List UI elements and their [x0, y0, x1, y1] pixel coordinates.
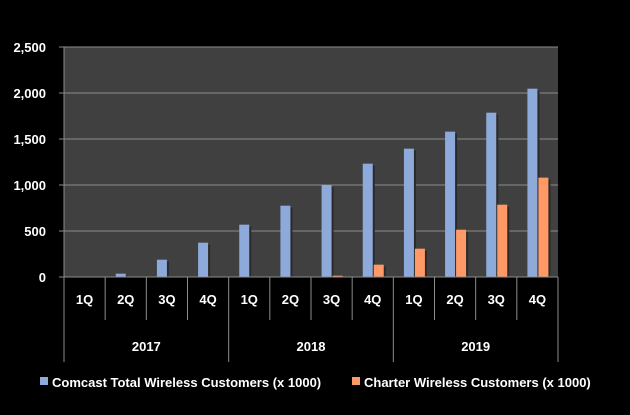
x-tick-label: 1Q: [76, 292, 93, 307]
y-tick-label: 1,000: [13, 178, 46, 193]
x-tick-label: 3Q: [488, 292, 505, 307]
bar-comcast: [527, 88, 538, 278]
x-tick-label: 4Q: [199, 292, 216, 307]
x-tick-label: 3Q: [323, 292, 340, 307]
bar-comcast: [115, 273, 126, 277]
bar-comcast: [445, 131, 456, 277]
bar-comcast: [362, 163, 373, 277]
x-tick-label: 4Q: [364, 292, 381, 307]
y-tick-label: 2,500: [13, 40, 46, 55]
y-tick-label: 1,500: [13, 132, 46, 147]
y-tick-label: 0: [39, 270, 46, 285]
x-tick-label: 2Q: [117, 292, 134, 307]
x-tick-label: 2Q: [446, 292, 463, 307]
bar-comcast: [280, 205, 291, 277]
y-tick-label: 500: [24, 224, 46, 239]
y-tick-label: 2,000: [13, 86, 46, 101]
x-tick-label: 2Q: [282, 292, 299, 307]
bar-comcast: [156, 259, 167, 277]
plot-area: [64, 47, 558, 277]
bar-charter: [456, 229, 467, 277]
x-tick-label: 3Q: [158, 292, 175, 307]
bar-charter: [414, 248, 425, 277]
bar-comcast: [239, 224, 250, 277]
year-label: 2019: [461, 339, 490, 354]
x-tick-label: 4Q: [529, 292, 546, 307]
bar-charter: [538, 177, 549, 277]
legend-label: Comcast Total Wireless Customers (x 1000…: [52, 375, 321, 390]
x-tick-label: 1Q: [405, 292, 422, 307]
year-label: 2017: [132, 339, 161, 354]
legend-label: Charter Wireless Customers (x 1000): [364, 375, 591, 390]
bar-charter: [497, 204, 508, 277]
bar-comcast: [198, 242, 209, 277]
legend-swatch: [352, 377, 360, 385]
bar-comcast: [321, 185, 332, 277]
x-tick-label: 1Q: [241, 292, 258, 307]
bar-comcast: [486, 112, 497, 277]
legend-swatch: [40, 377, 48, 385]
year-label: 2018: [297, 339, 326, 354]
bar-charter: [332, 275, 343, 277]
bar-charter: [373, 264, 384, 277]
bar-comcast: [403, 148, 414, 277]
